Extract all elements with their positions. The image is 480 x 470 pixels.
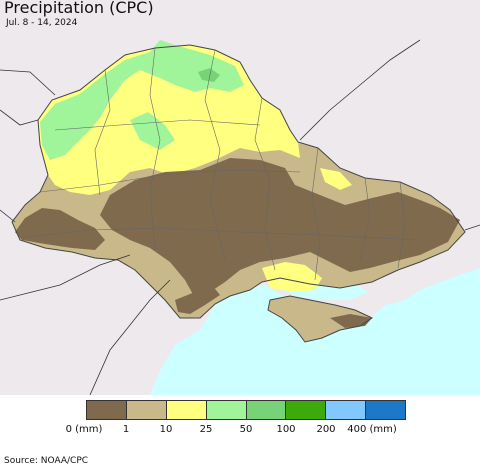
legend-swatch (365, 401, 405, 419)
zone-25-50-mid (130, 112, 175, 150)
zone-0-1-main (100, 158, 460, 298)
precipitation-map (0, 0, 480, 395)
legend-tick-label: 0 (mm) (65, 424, 103, 435)
map-subtitle: Jul. 8 - 14, 2024 (6, 18, 78, 28)
legend-swatch (245, 401, 286, 419)
crimea-border (267, 295, 374, 343)
legend-tick-label: 1 (122, 424, 130, 435)
zone-25-50 (40, 40, 244, 160)
legend-tick-label: 200 (316, 424, 336, 435)
legend-tick-label: 50 (239, 424, 253, 435)
legend-swatch (87, 401, 126, 419)
oblast-lines (19, 47, 421, 281)
legend-swatch (125, 401, 166, 419)
map-title: Precipitation (CPC) (4, 0, 154, 17)
legend-tick-label: 10 (159, 424, 173, 435)
zone-0-1-coast (175, 285, 220, 314)
legend-swatch (325, 401, 366, 419)
zone-50-100 (198, 68, 220, 82)
neighbor-borders (0, 39, 480, 395)
legend-swatch (285, 401, 326, 419)
zone-10-25-east (320, 168, 352, 190)
legend-swatch (165, 401, 206, 419)
legend-tick-label: 400 (mm) (347, 424, 397, 435)
zone-0-1-west (15, 208, 105, 250)
legend-tick-label: 100 (276, 424, 296, 435)
legend-bar (86, 400, 406, 420)
source-text: Source: NOAA/CPC (4, 456, 89, 466)
zone-10-25-south (262, 262, 322, 292)
legend-tick-label: 25 (199, 424, 213, 435)
ukraine-border (11, 44, 466, 319)
legend-swatch (205, 401, 246, 419)
crimea (268, 296, 372, 342)
